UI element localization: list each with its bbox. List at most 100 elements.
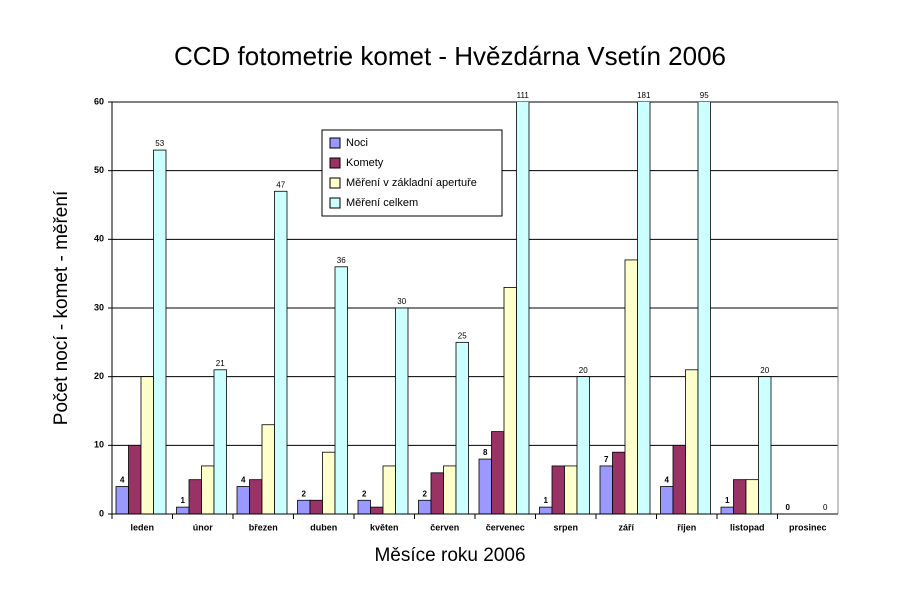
bar: [357, 499, 371, 515]
x-tick-label: leden: [130, 522, 154, 532]
bar: [309, 499, 323, 515]
bar: [176, 506, 190, 515]
bar: [455, 341, 469, 515]
bar: [660, 486, 674, 515]
data-label: 21: [216, 359, 225, 368]
data-label: 20: [579, 366, 588, 375]
x-tick-label: září: [618, 522, 634, 532]
bar: [564, 465, 578, 515]
bar: [322, 451, 336, 515]
y-tick-label: 60: [94, 96, 104, 106]
bar: [576, 376, 590, 515]
legend-swatch: [329, 137, 341, 149]
bar: [213, 369, 227, 515]
bar: [624, 259, 638, 515]
legend-box: [321, 129, 503, 217]
legend-swatch: [329, 157, 341, 169]
x-tick-label: říjen: [677, 522, 696, 532]
data-label: 4: [120, 476, 125, 485]
y-tick-label: 10: [94, 440, 104, 450]
bar: [140, 376, 154, 515]
bar: [697, 102, 711, 515]
data-label: 4: [241, 476, 246, 485]
data-label: 20: [760, 366, 769, 375]
bar: [430, 472, 444, 515]
x-tick-label: únor: [193, 522, 213, 532]
bar: [672, 444, 686, 515]
data-label: 30: [397, 297, 406, 306]
bar: [128, 444, 142, 515]
chart-title: CCD fotometrie komet - Hvězdárna Vsetín …: [174, 41, 726, 71]
bar: [551, 465, 565, 515]
x-tick-label: prosinec: [789, 522, 827, 532]
bar: [153, 149, 167, 515]
legend-label: Komety: [346, 157, 384, 169]
bar: [685, 369, 699, 515]
bar: [491, 431, 505, 515]
bar: [516, 102, 530, 515]
x-tick-label: duben: [310, 522, 337, 532]
data-label: 2: [302, 489, 307, 498]
x-tick-label: listopad: [730, 522, 765, 532]
bar: [599, 465, 613, 515]
x-tick-label: březen: [249, 522, 278, 532]
bar: [274, 190, 288, 515]
bar: [370, 506, 384, 515]
legend-swatch: [329, 197, 341, 209]
bar: [334, 266, 348, 515]
bar: [443, 465, 457, 515]
bars: [115, 102, 772, 515]
bar: [418, 499, 432, 515]
bar: [395, 307, 409, 515]
bar: [733, 479, 747, 515]
bar: [478, 458, 492, 515]
data-label: 1: [725, 496, 730, 505]
data-label: 1: [544, 496, 549, 505]
bar: [236, 486, 250, 515]
bar: [758, 376, 772, 515]
legend-label: Měření celkem: [346, 197, 418, 209]
y-tick-label: 20: [94, 371, 104, 381]
bar: [249, 479, 263, 515]
data-label: 7: [604, 455, 609, 464]
data-label: 1: [181, 496, 186, 505]
bar: [201, 465, 215, 515]
data-label: 8: [483, 448, 488, 457]
bar: [539, 506, 553, 515]
y-tick-label: 30: [94, 302, 104, 312]
data-label: 4: [665, 476, 670, 485]
y-tick-label: 0: [99, 508, 104, 518]
data-label: 25: [458, 331, 467, 340]
x-tick-label: srpen: [553, 522, 578, 532]
x-tick-label: červen: [430, 522, 459, 532]
data-label: 181: [637, 91, 651, 100]
legend-label: Noci: [346, 137, 368, 149]
x-tick-label: květen: [370, 522, 399, 532]
x-axis-label: Měsíce roku 2006: [374, 545, 525, 566]
x-tick-label: červenec: [486, 522, 525, 532]
data-label: 111: [517, 91, 530, 100]
data-label: 47: [276, 180, 285, 189]
bar: [637, 102, 651, 515]
bar: [188, 479, 202, 515]
data-label: 95: [700, 91, 709, 100]
data-label: 0: [786, 503, 791, 512]
data-label: 2: [362, 489, 367, 498]
bar: [382, 465, 396, 515]
y-tick-label: 50: [94, 165, 104, 175]
legend-swatch: [329, 177, 341, 189]
y-tick-label: 40: [94, 234, 104, 244]
data-label: 36: [337, 256, 346, 265]
legend-label: Měření v základní apertuře: [346, 177, 477, 189]
data-label: 2: [423, 489, 428, 498]
bar: [115, 486, 129, 515]
bar: [261, 424, 275, 515]
bar: [745, 479, 759, 515]
y-axis-label: Počet nocí - komet - měření: [51, 190, 72, 425]
bar: [297, 499, 311, 515]
bar: [503, 286, 517, 515]
data-label: 0: [823, 503, 828, 512]
data-label: 53: [155, 139, 164, 148]
bar: [720, 506, 734, 515]
